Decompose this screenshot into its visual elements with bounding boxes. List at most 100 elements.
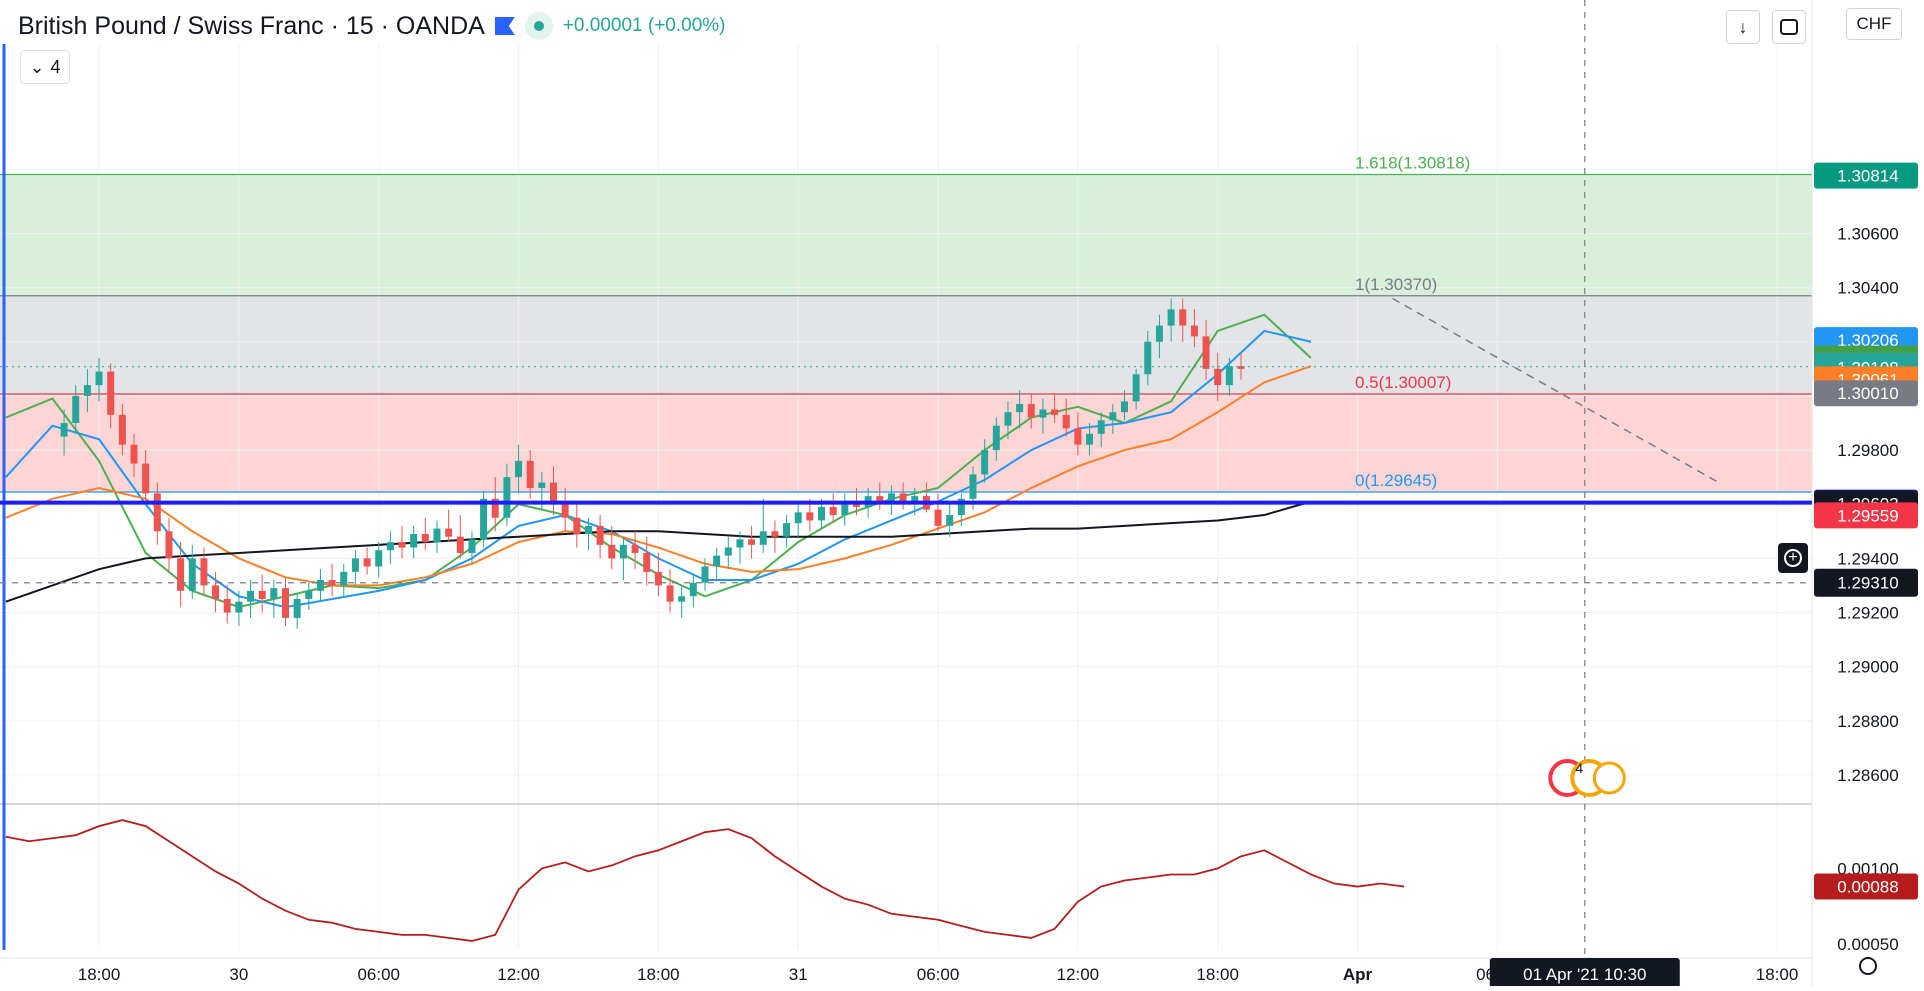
oscillator-line xyxy=(5,819,1405,942)
price-tick-label: 1.29800 xyxy=(1837,441,1898,460)
time-tick-label: 18:00 xyxy=(78,965,121,984)
chevron-down-icon: ⌄ xyxy=(29,56,45,77)
scale-reset-button[interactable] xyxy=(1772,10,1806,44)
candle-body xyxy=(247,590,255,602)
candle-body xyxy=(316,580,324,591)
candle-body xyxy=(957,498,965,516)
candle-body xyxy=(72,395,80,423)
candle-body xyxy=(1109,412,1117,421)
candle-body xyxy=(1214,368,1222,386)
time-tick-label: 06:00 xyxy=(917,965,960,984)
candle-body xyxy=(456,536,464,553)
candle-body xyxy=(841,501,849,516)
candle-body xyxy=(118,414,126,445)
fib-level-label: 0.5(1.30007) xyxy=(1355,373,1451,392)
candle-body xyxy=(736,539,744,548)
scroll-down-button[interactable]: ↓ xyxy=(1726,10,1760,44)
time-tick-label: 18:00 xyxy=(637,965,680,984)
candle-body xyxy=(678,596,686,602)
candle-body xyxy=(223,598,231,613)
candle-body xyxy=(748,539,756,545)
crosshair-time-box xyxy=(1489,958,1680,988)
fib-level-label: 1.618(1.30818) xyxy=(1355,153,1470,172)
candle-body xyxy=(142,463,150,494)
time-tick-label: 06:00 xyxy=(357,965,400,984)
candle-body xyxy=(573,517,581,534)
candle-body xyxy=(153,493,161,532)
event-flag-icon xyxy=(1592,761,1626,795)
candle-body xyxy=(1062,414,1070,429)
candle-body xyxy=(258,590,266,599)
candle-body xyxy=(794,512,802,524)
candle-body xyxy=(969,474,977,499)
candle-body xyxy=(911,496,919,505)
price-tick-label: 1.29400 xyxy=(1837,549,1898,568)
candle-body xyxy=(305,590,313,599)
crosshair-price-box xyxy=(1814,568,1918,597)
price-label-box xyxy=(1814,380,1918,407)
candle-body xyxy=(1155,325,1163,342)
candle-body xyxy=(526,460,534,488)
candle-body xyxy=(503,477,511,518)
candle-body xyxy=(1074,428,1082,445)
candle-body xyxy=(83,385,91,396)
candle-body xyxy=(608,544,616,559)
candle-body xyxy=(130,444,138,464)
price-change: +0.00001 (+0.00%) xyxy=(562,15,726,36)
price-label: 1.30206 xyxy=(1837,331,1898,350)
candle-body xyxy=(538,482,546,488)
price-label-box xyxy=(1814,162,1918,189)
indicator-count: 4 xyxy=(50,56,61,77)
currency-button[interactable]: CHF xyxy=(1846,8,1902,40)
candle-body xyxy=(631,544,639,553)
flag-icon[interactable] xyxy=(494,17,515,35)
chart-header: British Pound / Swiss Franc · 15 · OANDA… xyxy=(0,0,726,52)
candle-body xyxy=(1086,433,1094,445)
moving-average-line xyxy=(5,365,1312,587)
crosshair-time-label: 01 Apr '21 10:30 xyxy=(1523,965,1646,984)
candle-body xyxy=(619,544,627,559)
candle-body xyxy=(1202,336,1210,369)
candle-body xyxy=(666,585,674,602)
fib-level-label: 1(1.30370) xyxy=(1355,275,1437,294)
candle-body xyxy=(1167,309,1175,326)
price-tick-label: 1.30600 xyxy=(1837,225,1898,244)
candle-body xyxy=(340,571,348,586)
price-label: 1.29559 xyxy=(1837,506,1898,525)
candle-body xyxy=(410,533,418,548)
price-label: 1.30010 xyxy=(1837,384,1898,403)
candle-body xyxy=(328,580,336,586)
candle-body xyxy=(934,509,942,526)
candle-body xyxy=(281,588,289,618)
time-tick-label: 12:00 xyxy=(1057,965,1100,984)
candle-body xyxy=(1132,374,1140,402)
candle-body xyxy=(363,558,371,567)
indicators-toggle-button[interactable]: ⌄ 4 xyxy=(20,50,70,84)
fib-zone-middle xyxy=(0,295,1812,395)
time-tick-label: 18:00 xyxy=(1196,965,1239,984)
candle-body xyxy=(1097,420,1105,434)
candle-body xyxy=(643,552,651,572)
fib-zone-upper xyxy=(0,174,1812,296)
candle-body xyxy=(1051,409,1059,415)
candle-body xyxy=(701,566,709,583)
symbol-title[interactable]: British Pound / Swiss Franc · 15 · OANDA xyxy=(18,11,485,40)
gear-icon xyxy=(1859,957,1877,975)
price-tick-label: 1.29200 xyxy=(1837,604,1898,623)
add-alert-button[interactable]: + xyxy=(1778,543,1808,573)
scale-reset-icon xyxy=(1780,19,1798,35)
candle-body xyxy=(654,571,662,586)
candle-body xyxy=(398,542,406,548)
candle-body xyxy=(421,533,429,543)
candle-body xyxy=(1004,412,1012,426)
candle-body xyxy=(771,531,779,537)
candle-body xyxy=(561,504,569,518)
time-tick-label: 31 xyxy=(789,965,808,984)
moving-average-line xyxy=(5,500,1312,603)
candle-body xyxy=(806,512,814,521)
time-tick-label: 18:00 xyxy=(1756,965,1799,984)
candle-body xyxy=(1120,401,1128,413)
candle-body xyxy=(1225,366,1233,386)
